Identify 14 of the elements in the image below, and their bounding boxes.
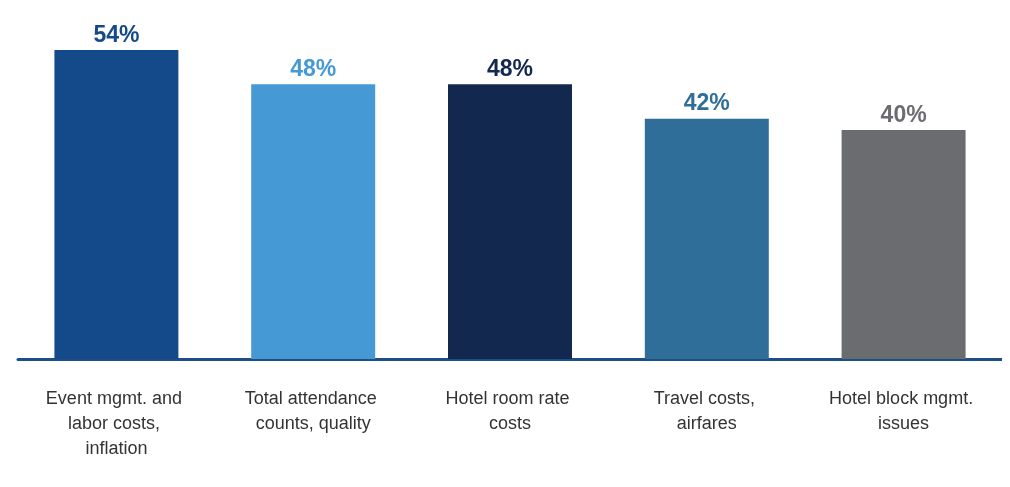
data-label: 40% — [880, 100, 927, 127]
x-tick-label: Total attendance counts, quality — [244, 387, 382, 433]
data-label: 42% — [683, 89, 730, 116]
x-tick-label: Travel costs, airfares — [653, 387, 760, 433]
data-label: 48% — [486, 54, 534, 81]
bar — [251, 84, 376, 359]
bar — [644, 118, 769, 359]
x-tick-label: Event mgmt. and labor costs, inflation — [45, 387, 187, 458]
bar — [841, 130, 966, 359]
x-tick-label: Hotel room rate costs — [445, 387, 575, 433]
bar — [448, 84, 572, 359]
data-label: 48% — [290, 54, 337, 81]
x-tick-label: Hotel block mgmt. issues — [829, 387, 979, 433]
data-label: 54% — [93, 20, 140, 47]
